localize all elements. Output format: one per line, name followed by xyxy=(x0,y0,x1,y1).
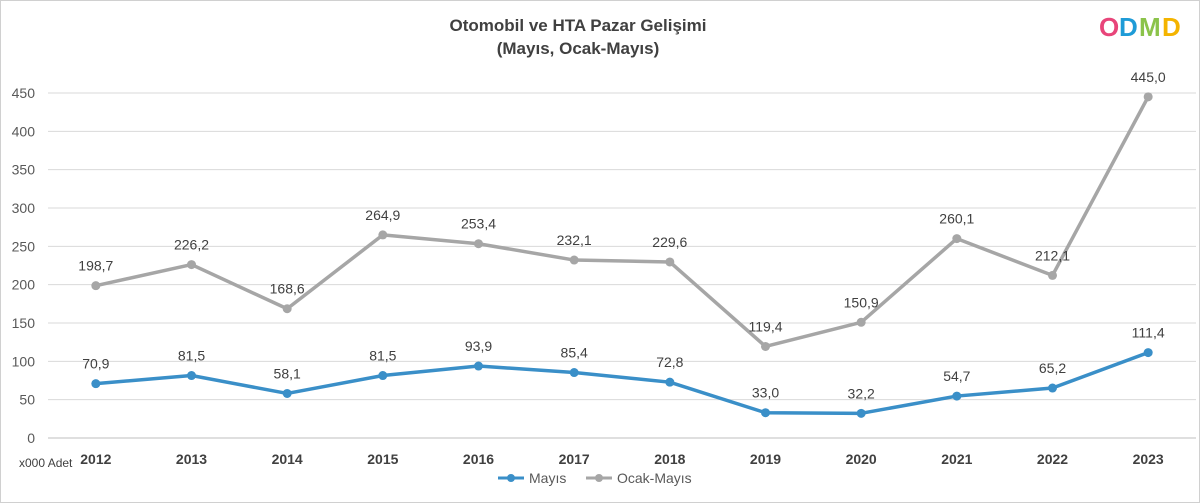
data-label: 226,2 xyxy=(174,237,209,253)
y-tick-label: 150 xyxy=(12,315,36,331)
data-point xyxy=(665,377,675,387)
data-label: 111,4 xyxy=(1132,325,1165,341)
data-point xyxy=(761,408,770,418)
data-label: 264,9 xyxy=(365,207,400,223)
unit-label: x000 Adet xyxy=(19,456,73,470)
x-axis-ticks: 2012 2013 2014 2015 2016 2017 2018 2019 2020 2021… xyxy=(80,451,1164,467)
y-tick-label: 400 xyxy=(12,123,36,139)
data-point xyxy=(952,234,962,244)
data-label: 33,0 xyxy=(752,385,779,401)
data-label: 65,2 xyxy=(1039,360,1066,376)
data-point xyxy=(282,304,292,314)
series xyxy=(91,92,1153,418)
data-label: 93,9 xyxy=(465,338,492,354)
data-label: 168,6 xyxy=(270,281,305,297)
data-point xyxy=(761,341,770,351)
x-tick-label: 2019 xyxy=(750,451,781,467)
y-axis-ticks: 0 50 100 150 200 250 300 350 400 450 xyxy=(12,85,36,446)
data-point xyxy=(856,408,866,418)
y-tick-label: 300 xyxy=(12,200,36,216)
data-label: 260,1 xyxy=(939,211,974,227)
y-tick-label: 100 xyxy=(12,353,36,369)
x-tick-label: 2023 xyxy=(1133,451,1164,467)
data-label: 253,4 xyxy=(461,216,496,232)
data-point xyxy=(91,379,101,389)
legend-entry: Ocak-Mayıs xyxy=(617,470,692,486)
x-tick-label: 2014 xyxy=(272,451,303,467)
legend-marker xyxy=(595,474,603,482)
x-tick-label: 2020 xyxy=(846,451,877,467)
data-point xyxy=(378,230,388,240)
data-label: 81,5 xyxy=(178,348,205,364)
series-line-mayis xyxy=(95,350,1149,416)
data-point xyxy=(378,371,388,381)
data-label: 54,7 xyxy=(943,368,970,384)
data-point xyxy=(187,260,196,270)
logo-letter: D xyxy=(1119,12,1138,42)
data-point xyxy=(1048,270,1057,280)
legend: Mayıs Ocak-Mayıs xyxy=(498,470,692,486)
x-tick-label: 2021 xyxy=(941,451,972,467)
legend-entry: Mayıs xyxy=(529,470,566,486)
y-tick-label: 450 xyxy=(12,85,36,101)
data-label: 32,2 xyxy=(848,385,875,401)
y-tick-label: 350 xyxy=(12,162,36,178)
data-label: 445,0 xyxy=(1131,69,1166,85)
data-label: 70,9 xyxy=(82,356,109,372)
data-point xyxy=(474,239,483,249)
data-point xyxy=(187,371,196,381)
y-tick-label: 200 xyxy=(12,277,36,293)
x-tick-label: 2022 xyxy=(1037,451,1068,467)
data-label: 212,1 xyxy=(1035,247,1070,263)
data-label: 85,4 xyxy=(561,345,588,361)
data-point xyxy=(952,391,962,401)
data-point xyxy=(474,361,483,371)
data-point xyxy=(569,368,579,378)
data-label: 198,7 xyxy=(78,258,113,274)
data-point xyxy=(1143,92,1153,102)
y-tick-label: 250 xyxy=(12,238,36,254)
x-tick-label: 2012 xyxy=(80,451,111,467)
logo-letter: O xyxy=(1099,12,1119,42)
x-tick-label: 2018 xyxy=(654,451,685,467)
x-tick-label: 2016 xyxy=(463,451,494,467)
x-tick-label: 2013 xyxy=(176,451,207,467)
data-point xyxy=(1143,348,1153,358)
data-point xyxy=(856,317,866,327)
data-point xyxy=(1048,383,1057,393)
logo-letter: M xyxy=(1139,12,1161,42)
gridlines xyxy=(48,92,1196,439)
data-point xyxy=(282,388,292,398)
chart-title: Otomobil ve HTA Pazar Gelişimi xyxy=(450,16,707,35)
y-tick-label: 50 xyxy=(19,392,35,408)
legend-marker xyxy=(507,474,515,482)
y-tick-label: 0 xyxy=(27,430,35,446)
data-label: 58,1 xyxy=(274,365,301,381)
logo-letter: D xyxy=(1162,12,1181,42)
data-point xyxy=(569,255,579,265)
series-line-ocak-mayis xyxy=(95,96,1150,349)
data-label: 232,1 xyxy=(557,232,592,248)
data-label: 150,9 xyxy=(844,294,879,310)
data-label: 72,8 xyxy=(656,354,683,370)
data-point xyxy=(91,281,101,291)
chart-subtitle: (Mayıs, Ocak-Mayıs) xyxy=(497,39,660,58)
data-point xyxy=(665,257,675,267)
data-label: 81,5 xyxy=(369,348,396,364)
data-label: 119,4 xyxy=(749,318,783,334)
x-tick-label: 2015 xyxy=(367,451,398,467)
x-tick-label: 2017 xyxy=(559,451,590,467)
data-labels: 70,9 81,5 58,1 81,5 93,9 85,4 72,8 33,0 32,2 54,7… xyxy=(78,69,1166,401)
data-label: 229,6 xyxy=(652,234,687,250)
